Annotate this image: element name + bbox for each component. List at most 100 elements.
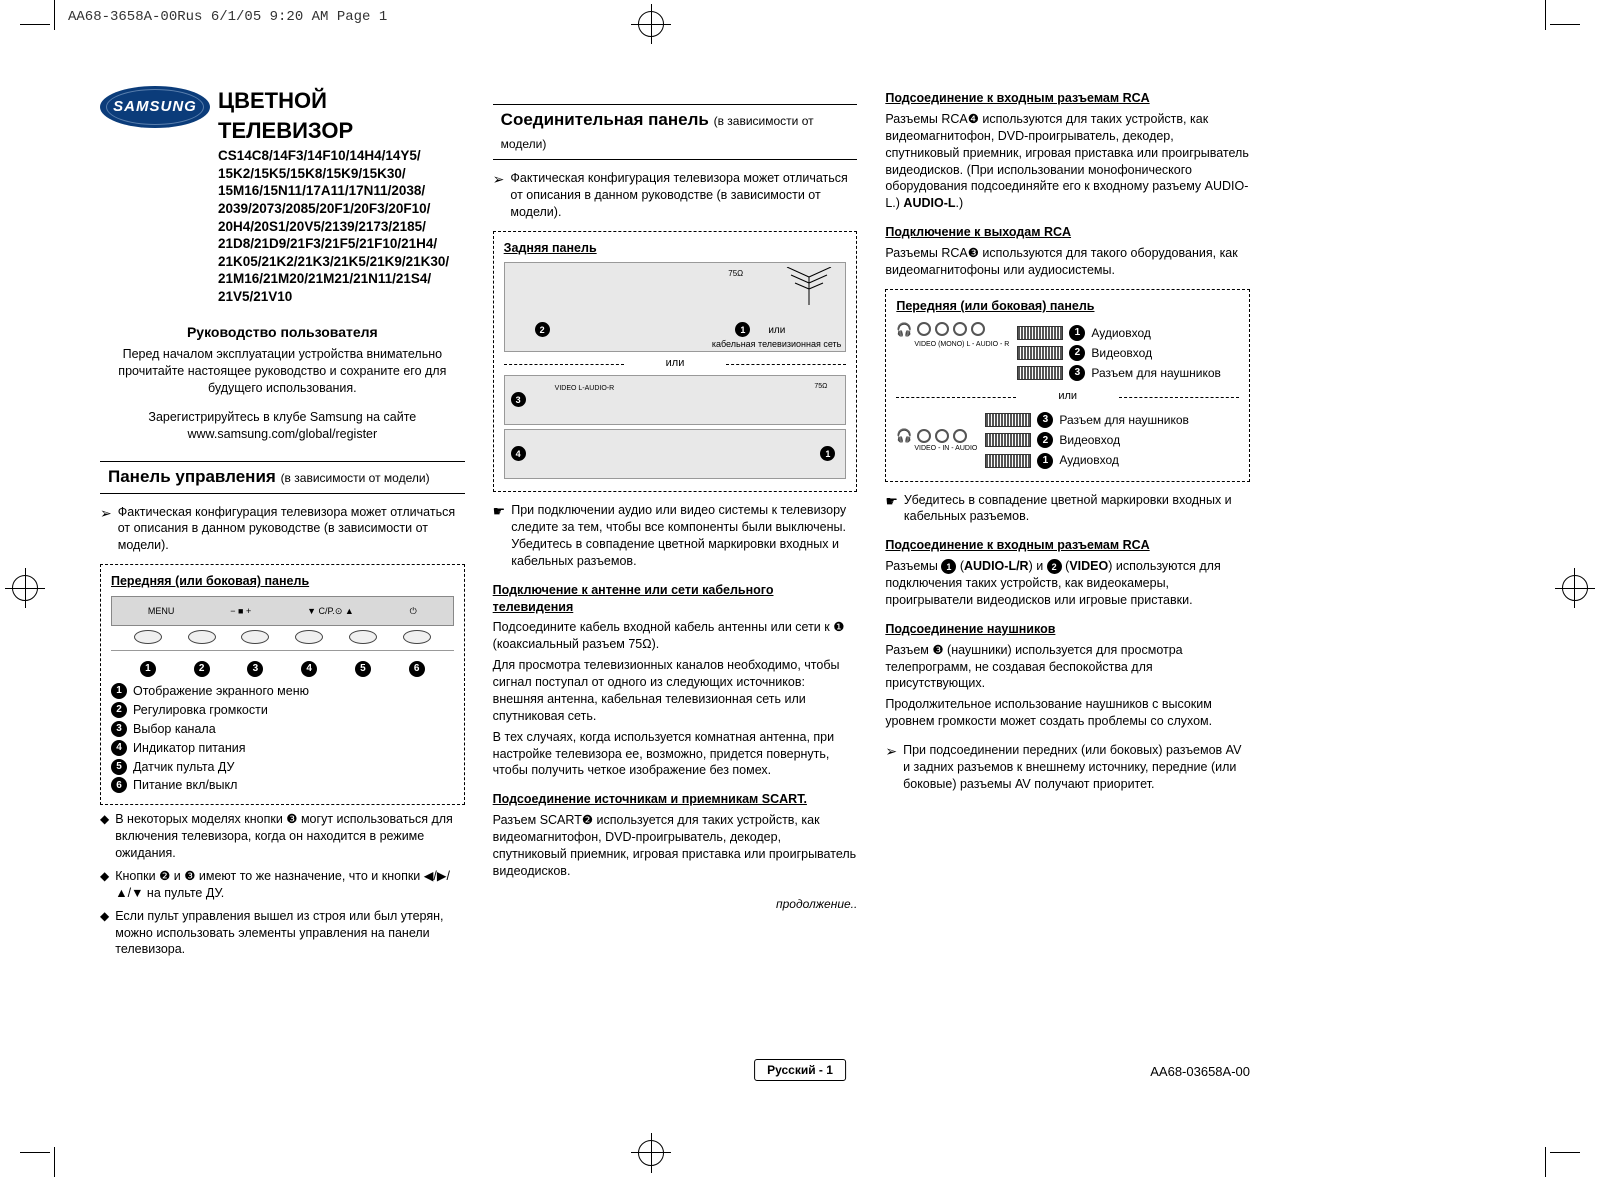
button-row bbox=[111, 630, 454, 644]
section-subtitle: (в зависимости от модели) bbox=[281, 471, 430, 485]
side-panel-item: 2Видеовход bbox=[1017, 345, 1239, 361]
priority-note: При подсоединении передних (или боковых)… bbox=[903, 742, 1250, 793]
oval-button bbox=[241, 630, 269, 644]
front-panel-diagram: Передняя (или боковая) панель MENU − ■ +… bbox=[100, 564, 465, 805]
num-1: 1 bbox=[140, 661, 156, 677]
legend-item: 4Индикатор питания bbox=[111, 740, 454, 757]
body-text: Продолжительное использование наушников … bbox=[885, 696, 1250, 730]
continued-label: продолжение.. bbox=[493, 896, 858, 912]
volume-label: − ■ + bbox=[230, 605, 251, 617]
section-control-panel: Панель управления (в зависимости от моде… bbox=[100, 461, 465, 494]
legend-item: 2Регулировка громкости bbox=[111, 702, 454, 719]
side-panel-item: 1Аудиовход bbox=[985, 452, 1239, 468]
or-label: или bbox=[768, 324, 785, 338]
config-note: Фактическая конфигурация телевизора може… bbox=[118, 504, 465, 555]
intro-text: Перед началом эксплуатации устройства вн… bbox=[100, 346, 465, 397]
section-title: Соединительная панель bbox=[501, 110, 709, 129]
connector-icon bbox=[985, 454, 1031, 468]
section-title: Панель управления bbox=[108, 467, 276, 486]
channel-label: ▼ C/P.⊙ ▲ bbox=[307, 605, 354, 617]
connector-icon bbox=[1017, 346, 1063, 360]
connector-icon bbox=[985, 413, 1031, 427]
body-text: Разъем ❸ (наушники) используется для про… bbox=[885, 642, 1250, 693]
menu-label: MENU bbox=[148, 605, 175, 617]
headphone-icon: 🎧 bbox=[896, 321, 912, 339]
rca-in-heading: Подсоединение к входным разъемам RCA bbox=[885, 90, 1250, 107]
num-6: 6 bbox=[409, 661, 425, 677]
body-text: Подсоедините кабель входной кабель антен… bbox=[493, 619, 858, 653]
rca-icon bbox=[917, 322, 931, 336]
body-text: В тех случаях, когда используется комнат… bbox=[493, 729, 858, 780]
side-panel-diagram: Передняя (или боковая) панель 🎧 VIDEO (M… bbox=[885, 289, 1250, 482]
footer-language: Русский - 1 bbox=[754, 1059, 846, 1081]
rca-out-heading: Подключение к выходам RCA bbox=[885, 224, 1250, 241]
connector-icon bbox=[1017, 326, 1063, 340]
tv-control-strip: MENU − ■ + ▼ C/P.⊙ ▲ ⏻ bbox=[111, 596, 454, 626]
cable-label: кабельная телевизионная сеть bbox=[712, 340, 841, 349]
num-4: 4 bbox=[301, 661, 317, 677]
config-note: Фактическая конфигурация телевизора може… bbox=[510, 170, 857, 221]
side-panel-item: 3Разъем для наушников bbox=[985, 412, 1239, 428]
antenna-heading: Подключение к антенне или сети кабельног… bbox=[493, 582, 858, 616]
diamond-note: В некоторых моделях кнопки ❸ могут испол… bbox=[100, 811, 465, 862]
rca-icon bbox=[935, 322, 949, 336]
section-connection-panel: Соединительная панель (в зависимости от … bbox=[493, 104, 858, 160]
rca-icon bbox=[953, 322, 967, 336]
caption: VIDEO - IN - AUDIO bbox=[914, 444, 977, 453]
connector-icon bbox=[985, 433, 1031, 447]
headphone-icon: 🎧 bbox=[896, 427, 912, 445]
main-title: ЦВЕТНОЙ ТЕЛЕВИЗОР bbox=[218, 86, 465, 145]
antenna-icon bbox=[781, 267, 837, 307]
num-5: 5 bbox=[355, 661, 371, 677]
num-3: 3 bbox=[247, 661, 263, 677]
legend-numbers: 1 2 3 4 5 6 bbox=[111, 661, 454, 677]
side-panel-item: 3Разъем для наушников bbox=[1017, 365, 1239, 381]
print-header: AA68-3658A-00Rus 6/1/05 9:20 AM Page 1 bbox=[68, 8, 387, 27]
body-text: Разъемы RCA❹ используются для таких устр… bbox=[885, 111, 1250, 212]
legend-item: 3Выбор канала bbox=[111, 721, 454, 738]
manual-subtitle: Руководство пользователя bbox=[100, 323, 465, 342]
rca-icon bbox=[971, 322, 985, 336]
diamond-note: Кнопки ❷ и ❸ имеют то же назначение, что… bbox=[100, 868, 465, 902]
column-2: Соединительная панель (в зависимости от … bbox=[493, 86, 858, 958]
or-divider: или bbox=[666, 357, 685, 369]
body-text: Разъем SCART❷ используется для таких уст… bbox=[493, 812, 858, 880]
legend-item: 6Питание вкл/выкл bbox=[111, 777, 454, 794]
model-list: CS14C8/14F3/14F10/14H4/14Y5/ 15K2/15K5/1… bbox=[218, 147, 465, 305]
or-divider: или bbox=[1058, 390, 1077, 402]
oval-button bbox=[188, 630, 216, 644]
warning-note: При подключении аудио или видео системы … bbox=[511, 502, 857, 570]
panel-label: Передняя (или боковая) панель bbox=[111, 573, 454, 590]
side-panel-item: 1Аудиовход bbox=[1017, 325, 1239, 341]
rear-graphic-top: 75Ω 2 1 или кабельная телевизионная сеть bbox=[504, 262, 847, 352]
rear-panel-diagram: Задняя панель 75Ω 2 1 или кабельная теле… bbox=[493, 231, 858, 493]
panel-label: Передняя (или боковая) панель bbox=[896, 298, 1239, 315]
oval-button bbox=[403, 630, 431, 644]
oval-button bbox=[349, 630, 377, 644]
rca-icon bbox=[935, 429, 949, 443]
body-text: Для просмотра телевизионных каналов необ… bbox=[493, 657, 858, 725]
register-text: Зарегистрируйтесь в клубе Samsung на сай… bbox=[100, 409, 465, 443]
rear-graphic-bot: 4 1 bbox=[504, 429, 847, 479]
rca-icon bbox=[917, 429, 931, 443]
footer-code: AA68-03658A-00 bbox=[1150, 1063, 1250, 1081]
power-icon: ⏻ bbox=[410, 605, 417, 617]
rear-panel-label: Задняя панель bbox=[504, 240, 847, 257]
page-content: SAMSUNG ЦВЕТНОЙ ТЕЛЕВИЗОР CS14C8/14F3/14… bbox=[100, 86, 1250, 958]
oval-button bbox=[134, 630, 162, 644]
column-1: SAMSUNG ЦВЕТНОЙ ТЕЛЕВИЗОР CS14C8/14F3/14… bbox=[100, 86, 465, 958]
body-text: Разъемы 1 (AUDIO-L/R) и 2 (VIDEO) исполь… bbox=[885, 558, 1250, 609]
body-text: Разъемы RCA❸ используются для такого обо… bbox=[885, 245, 1250, 279]
scart-heading: Подсоединение источникам и приемникам SC… bbox=[493, 791, 858, 808]
legend-item: 5Датчик пульта ДУ bbox=[111, 759, 454, 776]
diamond-note: Если пульт управления вышел из строя или… bbox=[100, 908, 465, 959]
oval-button bbox=[295, 630, 323, 644]
num-2: 2 bbox=[194, 661, 210, 677]
column-3: Подсоединение к входным разъемам RCA Раз… bbox=[885, 86, 1250, 958]
rca-in-heading-2: Подсоединение к входным разъемам RCA bbox=[885, 537, 1250, 554]
caption: VIDEO (MONO) L - AUDIO - R bbox=[914, 340, 1009, 349]
connector-icon bbox=[1017, 366, 1063, 380]
rca-icon bbox=[953, 429, 967, 443]
headphone-heading: Подсоединение наушников bbox=[885, 621, 1250, 638]
rear-graphic-mid: 3 VIDEO L-AUDIO-R 75Ω bbox=[504, 375, 847, 425]
